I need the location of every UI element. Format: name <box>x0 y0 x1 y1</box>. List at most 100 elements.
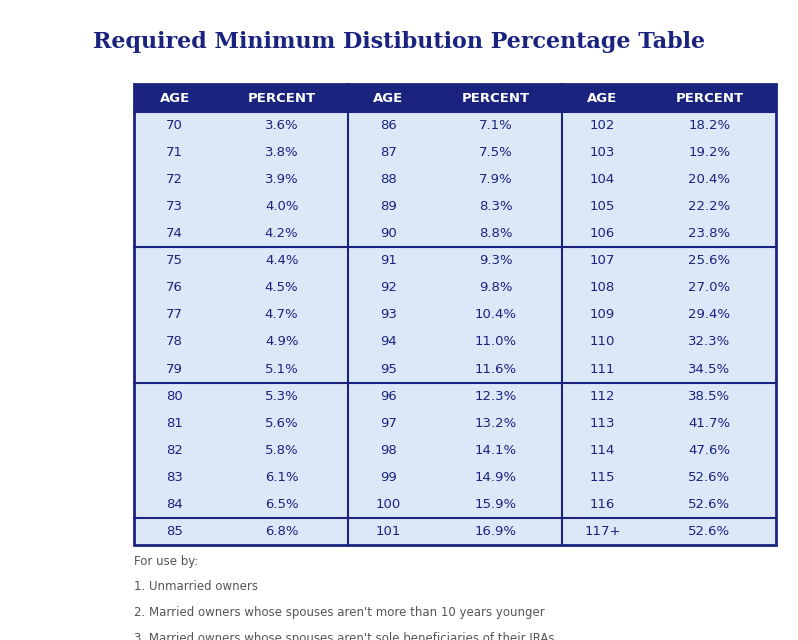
Text: 85: 85 <box>166 525 183 538</box>
Text: 107: 107 <box>590 254 615 267</box>
Text: 71: 71 <box>166 146 184 159</box>
Text: 3.6%: 3.6% <box>265 118 298 132</box>
Text: 4.2%: 4.2% <box>265 227 298 240</box>
Text: 12.3%: 12.3% <box>474 390 516 403</box>
Bar <box>134 247 776 274</box>
Text: Required Minimum Distibution Percentage Table: Required Minimum Distibution Percentage … <box>93 31 705 52</box>
Bar <box>134 220 776 247</box>
Text: 47.6%: 47.6% <box>689 444 730 457</box>
Text: 109: 109 <box>590 308 615 321</box>
Text: PERCENT: PERCENT <box>247 92 316 104</box>
Text: 3. Married owners whose spouses aren't sole beneficiaries of their IRAs: 3. Married owners whose spouses aren't s… <box>134 632 555 640</box>
Text: 34.5%: 34.5% <box>689 363 730 376</box>
Bar <box>134 356 776 383</box>
Text: 97: 97 <box>380 417 397 430</box>
Text: 25.6%: 25.6% <box>689 254 730 267</box>
Text: 2. Married owners whose spouses aren't more than 10 years younger: 2. Married owners whose spouses aren't m… <box>134 606 545 619</box>
Text: 7.1%: 7.1% <box>479 118 512 132</box>
Text: 94: 94 <box>380 335 397 349</box>
Text: 116: 116 <box>590 498 615 511</box>
Text: 4.5%: 4.5% <box>265 281 298 294</box>
Text: 27.0%: 27.0% <box>689 281 730 294</box>
Text: AGE: AGE <box>373 92 404 104</box>
Text: 91: 91 <box>380 254 397 267</box>
Text: 18.2%: 18.2% <box>689 118 730 132</box>
Bar <box>134 328 776 356</box>
Text: 82: 82 <box>166 444 183 457</box>
Text: 6.1%: 6.1% <box>265 471 298 484</box>
Text: 81: 81 <box>166 417 183 430</box>
Bar <box>134 111 776 139</box>
Bar <box>134 410 776 437</box>
Text: 78: 78 <box>166 335 183 349</box>
Text: 4.7%: 4.7% <box>265 308 298 321</box>
Text: 23.8%: 23.8% <box>689 227 730 240</box>
Text: 22.2%: 22.2% <box>688 200 730 213</box>
Text: 1. Unmarried owners: 1. Unmarried owners <box>134 580 258 593</box>
Text: 52.6%: 52.6% <box>689 471 730 484</box>
Bar <box>134 274 776 301</box>
Bar <box>134 383 776 410</box>
Text: 83: 83 <box>166 471 183 484</box>
Text: 4.0%: 4.0% <box>265 200 298 213</box>
Text: 96: 96 <box>380 390 397 403</box>
Text: 74: 74 <box>166 227 183 240</box>
Text: 11.0%: 11.0% <box>475 335 516 349</box>
Bar <box>134 84 776 545</box>
Bar <box>134 193 776 220</box>
Text: 9.8%: 9.8% <box>479 281 512 294</box>
Text: 112: 112 <box>590 390 615 403</box>
Text: 10.4%: 10.4% <box>475 308 516 321</box>
Text: 100: 100 <box>376 498 401 511</box>
Text: 80: 80 <box>166 390 183 403</box>
Text: 9.3%: 9.3% <box>479 254 512 267</box>
Text: 102: 102 <box>590 118 615 132</box>
Text: 84: 84 <box>166 498 183 511</box>
Text: AGE: AGE <box>587 92 618 104</box>
Bar <box>134 139 776 166</box>
Text: PERCENT: PERCENT <box>461 92 530 104</box>
Text: For use by:: For use by: <box>134 555 199 568</box>
Text: 3.9%: 3.9% <box>265 173 298 186</box>
Text: 3.8%: 3.8% <box>265 146 298 159</box>
Text: 115: 115 <box>590 471 615 484</box>
Text: 4.4%: 4.4% <box>265 254 298 267</box>
Text: 92: 92 <box>380 281 397 294</box>
Text: 16.9%: 16.9% <box>475 525 516 538</box>
Text: 89: 89 <box>380 200 397 213</box>
Text: 110: 110 <box>590 335 615 349</box>
Text: 108: 108 <box>590 281 615 294</box>
Text: 90: 90 <box>380 227 397 240</box>
Text: 8.8%: 8.8% <box>479 227 512 240</box>
Bar <box>134 464 776 491</box>
Text: 15.9%: 15.9% <box>475 498 516 511</box>
Text: 95: 95 <box>380 363 397 376</box>
Text: 88: 88 <box>380 173 397 186</box>
Text: 19.2%: 19.2% <box>689 146 730 159</box>
Bar <box>134 437 776 464</box>
Text: 76: 76 <box>166 281 183 294</box>
Text: AGE: AGE <box>160 92 190 104</box>
Text: 72: 72 <box>166 173 184 186</box>
Text: 13.2%: 13.2% <box>474 417 516 430</box>
Text: 93: 93 <box>380 308 397 321</box>
Text: 5.3%: 5.3% <box>265 390 298 403</box>
Text: 6.8%: 6.8% <box>265 525 298 538</box>
Text: 38.5%: 38.5% <box>689 390 730 403</box>
Text: 32.3%: 32.3% <box>688 335 730 349</box>
Text: 113: 113 <box>590 417 615 430</box>
Text: PERCENT: PERCENT <box>675 92 744 104</box>
Text: 70: 70 <box>166 118 183 132</box>
Text: 5.8%: 5.8% <box>265 444 298 457</box>
Text: 114: 114 <box>590 444 615 457</box>
Text: 5.1%: 5.1% <box>265 363 298 376</box>
Text: 103: 103 <box>590 146 615 159</box>
Text: 11.6%: 11.6% <box>475 363 516 376</box>
Text: 52.6%: 52.6% <box>689 498 730 511</box>
Text: 7.9%: 7.9% <box>479 173 512 186</box>
Text: 4.9%: 4.9% <box>265 335 298 349</box>
Text: 104: 104 <box>590 173 615 186</box>
Text: 8.3%: 8.3% <box>479 200 512 213</box>
Text: 52.6%: 52.6% <box>689 525 730 538</box>
Bar <box>134 491 776 518</box>
